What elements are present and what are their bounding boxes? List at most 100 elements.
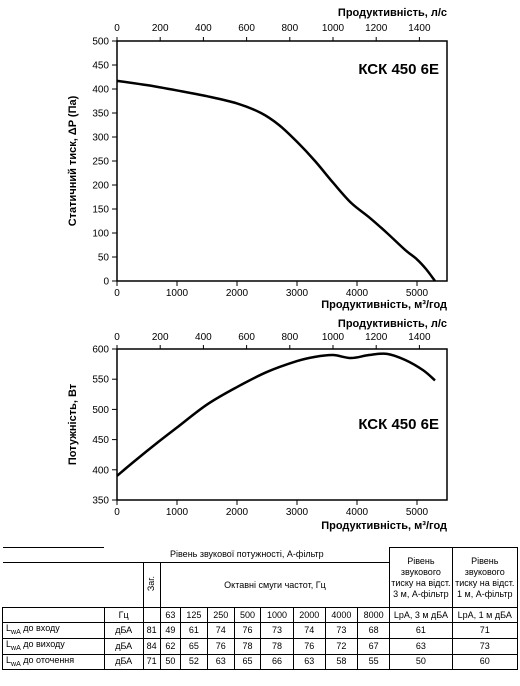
row-band-value: 76 [292, 637, 326, 655]
row-band-value: 63 [292, 653, 326, 671]
y-tick-label: 400 [92, 85, 109, 96]
top-axis-title: Продуктивність, л/с [338, 318, 447, 330]
top-tick-label: 0 [114, 23, 120, 34]
y-tick-label: 450 [92, 435, 109, 446]
x-tick-label: 3000 [286, 288, 309, 299]
top-tick-label: 1400 [408, 332, 431, 343]
sound-table: Рівень звукової потужності, A-фільтр Рів… [2, 547, 518, 671]
row-band-value: 76 [206, 637, 235, 655]
series-line-0 [116, 79, 437, 282]
freq-header: 500 [233, 607, 262, 623]
row-lpa1: 71 [451, 622, 518, 639]
freq-unit: Гц [103, 607, 144, 623]
top-tick-label: 0 [114, 332, 120, 343]
table-header-row-2: Заг. Октавні смуги частот, Гц [2, 562, 518, 608]
row-label: LwA до входу [2, 622, 105, 639]
freq-header: 125 [180, 607, 208, 623]
y-tick-label: 350 [92, 109, 109, 120]
freq-header: 8000 [356, 607, 391, 623]
y-tick-label: 500 [92, 405, 109, 416]
row-lpa1: 73 [451, 637, 518, 655]
y-tick-label: 500 [92, 37, 109, 48]
row-lpa3: 50 [389, 653, 453, 671]
row-band-value: 65 [233, 653, 262, 671]
row-band-value: 66 [260, 653, 294, 671]
freq-header: 250 [206, 607, 235, 623]
row-band-value: 68 [356, 622, 391, 639]
freq-header: 1000 [260, 607, 294, 623]
row-lpa3: 63 [389, 637, 453, 655]
row-band-value: 78 [260, 637, 294, 655]
y-axis-title: Статичний тиск, ΔP (Па) [67, 95, 79, 226]
row-band-value: 74 [292, 622, 326, 639]
row-label: LwA до виходу [2, 637, 105, 655]
y-tick-label: 350 [92, 496, 109, 507]
y-tick-label: 300 [92, 133, 109, 144]
model-label: КСК 450 6E [358, 61, 439, 78]
series-line-0 [116, 352, 436, 477]
y-tick-label: 250 [92, 157, 109, 168]
x-tick-label: 1000 [166, 288, 189, 299]
lpa3-unit: LpA, 3 м дБА [389, 607, 453, 623]
y-tick-label: 400 [92, 465, 109, 476]
top-tick-label: 600 [238, 332, 255, 343]
x-tick-label: 3000 [286, 507, 309, 518]
top-tick-label: 200 [152, 332, 169, 343]
top-tick-label: 800 [281, 332, 298, 343]
y-tick-label: 450 [92, 61, 109, 72]
model-label: КСК 450 6E [358, 416, 439, 433]
top-tick-label: 1200 [365, 332, 388, 343]
y-tick-label: 200 [92, 181, 109, 192]
y-tick-label: 0 [103, 277, 109, 288]
x-axis-title: Продуктивність, м³/год [321, 520, 447, 532]
top-tick-label: 200 [152, 23, 169, 34]
row-total: 84 [142, 637, 161, 655]
y-axis-title: Потужність, Вт [67, 383, 79, 465]
row-band-value: 55 [356, 653, 391, 671]
top-tick-label: 1000 [322, 332, 345, 343]
top-axis-title: Продуктивність, л/с [338, 7, 447, 19]
row-label-sub: wA [11, 644, 21, 652]
x-axis-title: Продуктивність, м³/год [321, 299, 447, 311]
top-tick-label: 600 [238, 23, 255, 34]
row-total: 81 [142, 622, 161, 639]
top-tick-label: 1000 [322, 23, 345, 34]
freq-row-blank [2, 607, 105, 623]
row-band-value: 76 [233, 622, 262, 639]
table-header-total: Заг. [146, 575, 157, 592]
x-tick-label: 4000 [346, 507, 369, 518]
freq-header: 4000 [324, 607, 358, 623]
row-label: LwA до оточення [2, 653, 105, 671]
table-row: LwA до входу дБА 81 49 61 74 76 73 74 73 68 61 71 [2, 622, 518, 639]
y-tick-label: 100 [92, 229, 109, 240]
power-chart: 350 400 450 500 550 600 0 1000 2000 3000 4000 5000 0… [67, 318, 448, 532]
y-tick-label: 550 [92, 375, 109, 386]
row-band-value: 63 [206, 653, 235, 671]
top-tick-label: 800 [281, 23, 298, 34]
table-header-row: Рівень звукової потужності, A-фільтр Рів… [2, 547, 518, 608]
row-band-value: 72 [324, 637, 358, 655]
top-tick-label: 1200 [365, 23, 388, 34]
table-row: LwA до оточення дБА 71 50 52 63 65 66 63 58 55 50 60 [2, 653, 518, 671]
row-unit: дБА [103, 637, 144, 655]
row-unit: дБА [103, 653, 144, 671]
x-tick-label: 2000 [226, 288, 249, 299]
x-tick-label: 0 [114, 288, 120, 299]
table-freq-row: Гц 63 125 250 500 1000 2000 4000 8000 LpA, 3 м дБ… [2, 607, 518, 623]
freq-header: 2000 [292, 607, 326, 623]
row-band-value: 65 [180, 637, 208, 655]
x-tick-label: 4000 [346, 288, 369, 299]
x-tick-label: 1000 [166, 507, 189, 518]
row-unit: дБА [103, 622, 144, 639]
row-band-value: 50 [159, 653, 182, 671]
x-tick-label: 2000 [226, 507, 249, 518]
row-total: 71 [142, 653, 161, 671]
table-header-main: Рівень звукової потужності, A-фільтр [104, 547, 390, 563]
table-header-lpa3: Рівень звукового тиску на відст. 3 м, A-… [389, 547, 453, 608]
top-tick-label: 400 [195, 332, 212, 343]
plot-frame [116, 348, 448, 501]
x-tick-label: 0 [114, 507, 120, 518]
row-band-value: 73 [260, 622, 294, 639]
